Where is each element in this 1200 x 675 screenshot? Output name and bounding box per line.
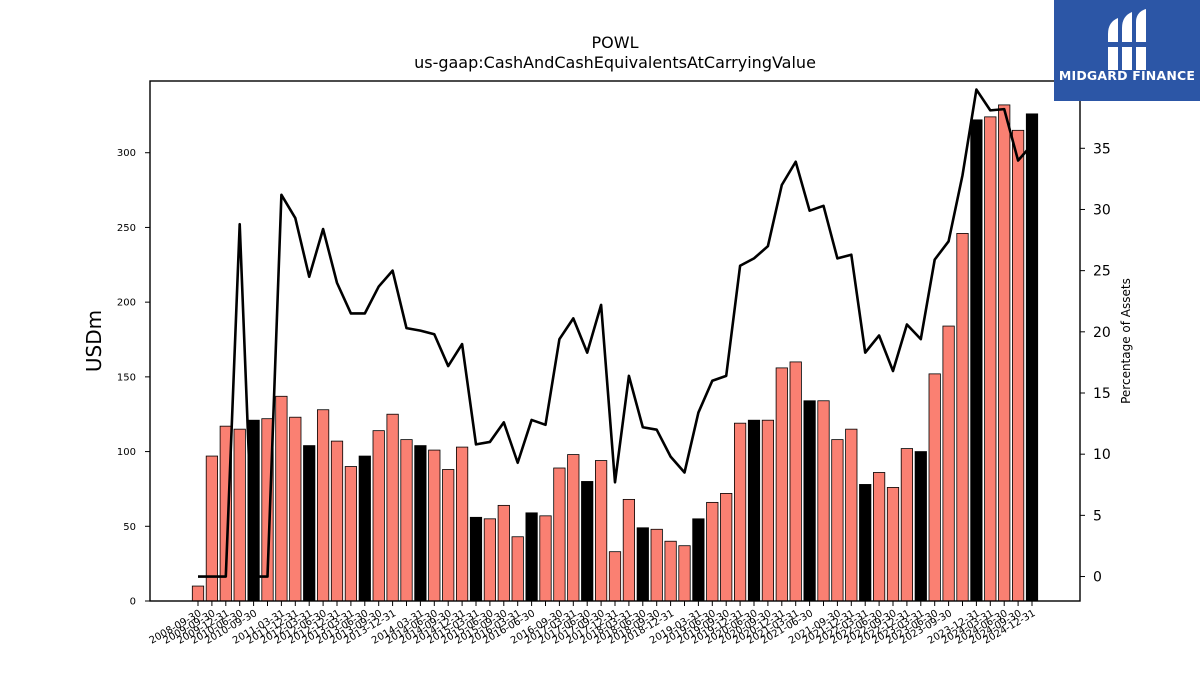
bar <box>191 585 205 602</box>
bar <box>886 487 900 602</box>
y2-tick-label: 30 <box>1093 202 1111 218</box>
bar <box>692 518 705 602</box>
bar <box>330 440 344 602</box>
bar <box>775 367 788 602</box>
chart-title: POWL <box>592 33 639 52</box>
bar <box>497 504 510 602</box>
y2-tick-label: 10 <box>1093 447 1111 463</box>
bar <box>873 472 886 602</box>
bar <box>831 439 844 602</box>
bar <box>428 449 441 602</box>
logo-text: MIDGARD FINANCE <box>1058 68 1196 83</box>
bar <box>720 493 733 602</box>
bar <box>386 413 399 602</box>
bar-series <box>191 104 1039 602</box>
bar <box>303 445 316 602</box>
percentage-line <box>198 88 1033 578</box>
bar <box>275 395 288 602</box>
bar <box>706 501 719 602</box>
y-tick-label: 300 <box>117 148 136 159</box>
midgard-logo: MIDGARD FINANCE <box>1054 0 1200 101</box>
bar <box>344 466 358 602</box>
bar <box>678 545 691 602</box>
bar <box>664 540 677 602</box>
bar <box>289 416 302 602</box>
bar <box>650 528 663 602</box>
left-axis: 0 50 100 150 200 250 300 <box>117 148 150 608</box>
bar <box>956 233 969 602</box>
bar <box>859 484 872 602</box>
y2-tick-label: 15 <box>1093 386 1111 402</box>
bar <box>414 445 427 602</box>
bar <box>608 551 622 602</box>
bar <box>636 527 649 602</box>
bar <box>205 455 218 602</box>
x-axis: 2008-09-302009-09-302009-12-312010-06-30… <box>148 601 1038 647</box>
y-axis-label: USDm <box>82 310 106 372</box>
bar <box>358 455 371 602</box>
bar <box>525 512 538 602</box>
y-tick-label: 150 <box>117 372 136 383</box>
bar <box>928 373 941 602</box>
chart-subtitle: us-gaap:CashAndCashEquivalentsAtCarrying… <box>414 53 816 72</box>
bar <box>539 515 552 602</box>
bar <box>845 428 858 602</box>
bar <box>984 116 997 602</box>
bar <box>567 454 580 602</box>
y-tick-label: 200 <box>117 298 136 309</box>
bar <box>469 516 483 602</box>
bar <box>581 481 594 602</box>
bar <box>511 536 524 602</box>
y-tick-label: 250 <box>117 223 136 234</box>
bar <box>400 439 413 602</box>
bar <box>970 119 983 602</box>
bar <box>316 409 330 602</box>
y-tick-label: 100 <box>117 447 136 458</box>
bar <box>998 104 1011 602</box>
y2-tick-label: 25 <box>1093 264 1111 280</box>
bar <box>622 498 636 602</box>
line-series <box>198 88 1033 578</box>
bar <box>372 430 385 602</box>
bar <box>734 422 747 602</box>
bar <box>803 400 816 602</box>
y2-tick-label: 0 <box>1093 570 1102 586</box>
bar <box>595 460 608 602</box>
y2-axis-label: Percentage of Assets <box>1119 278 1133 404</box>
y2-tick-label: 20 <box>1093 325 1111 341</box>
bar <box>942 325 955 602</box>
bar <box>483 518 497 602</box>
bar <box>789 361 802 602</box>
y2-tick-label: 35 <box>1093 141 1111 157</box>
bar <box>455 446 469 602</box>
bar <box>553 467 566 602</box>
bar <box>442 469 455 602</box>
bar <box>233 428 246 602</box>
y-tick-label: 0 <box>130 597 136 608</box>
bar <box>761 419 775 602</box>
bar <box>900 448 914 602</box>
y-tick-label: 50 <box>123 522 136 533</box>
bar <box>1012 129 1025 602</box>
y2-tick-label: 5 <box>1093 508 1102 524</box>
bar <box>747 419 761 602</box>
bar <box>914 451 927 602</box>
midgard-logo-mark-icon <box>1108 9 1146 70</box>
bar <box>1025 113 1039 602</box>
right-axis: 0510152025303540 <box>1080 80 1111 586</box>
bar <box>817 400 830 602</box>
